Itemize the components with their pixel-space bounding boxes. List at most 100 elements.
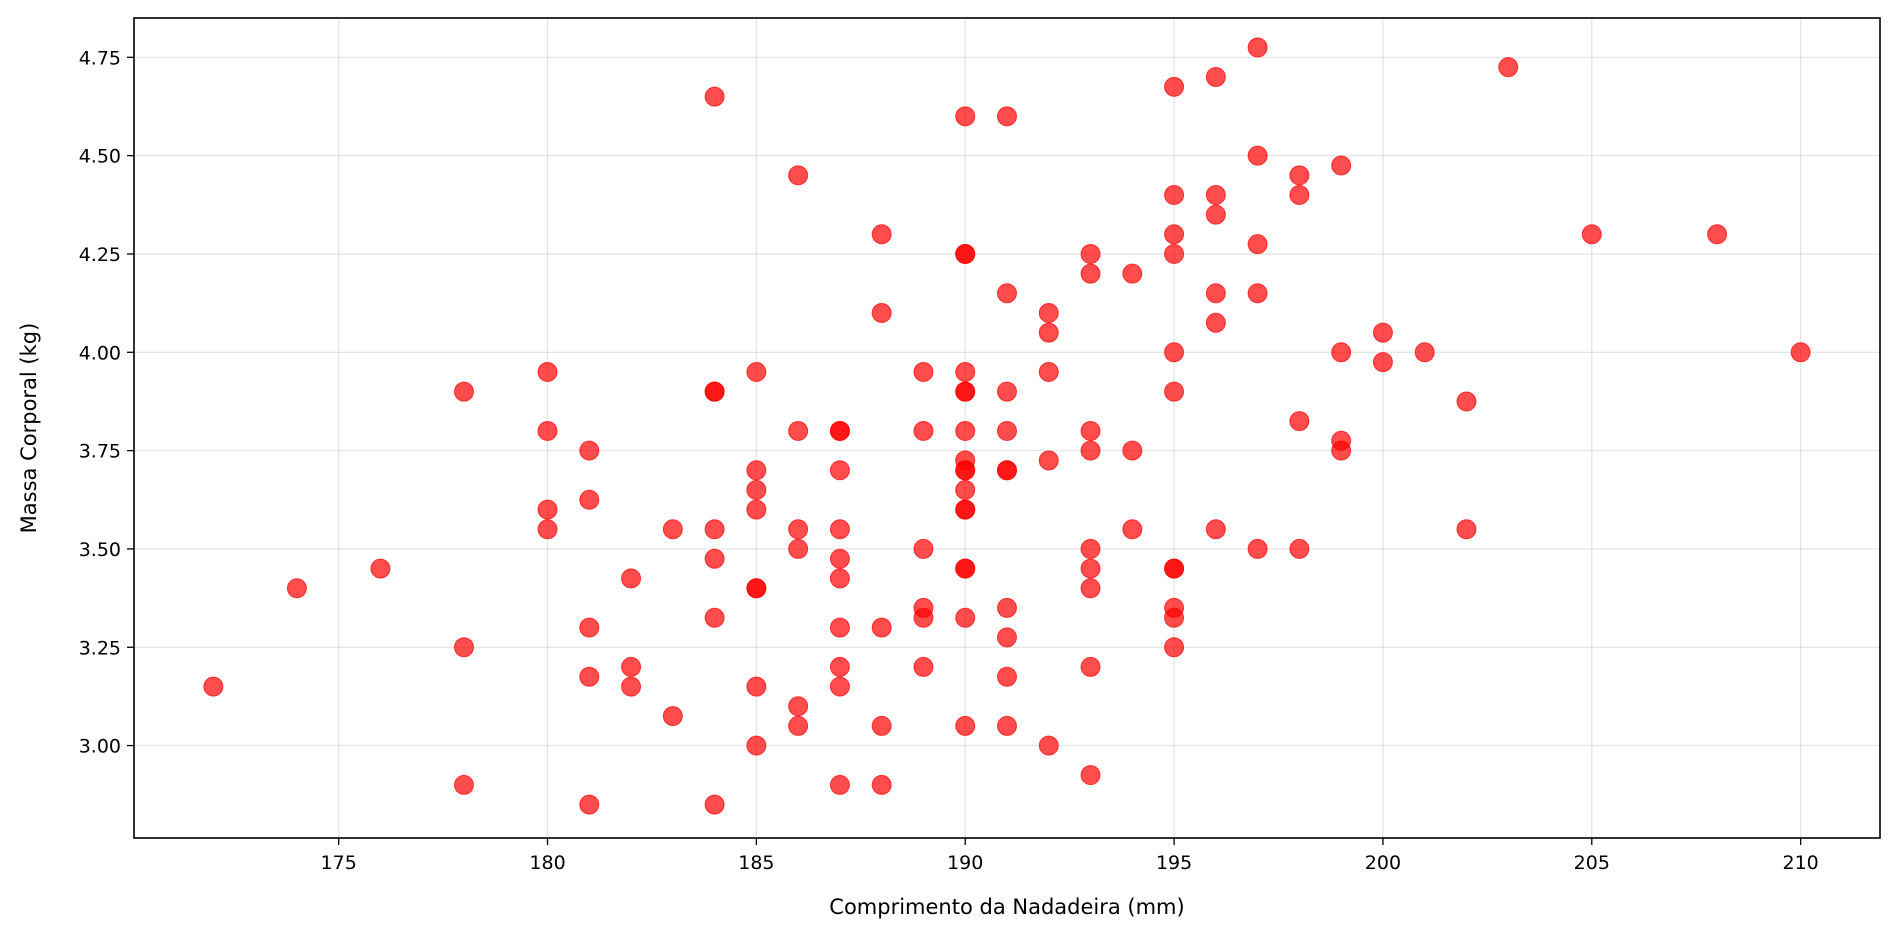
- scatter-point: [829, 774, 850, 795]
- scatter-point: [579, 666, 600, 687]
- scatter-point: [621, 568, 642, 589]
- scatter-point: [1164, 184, 1185, 205]
- scatter-point: [829, 548, 850, 569]
- scatter-point: [1247, 283, 1268, 304]
- scatter-point: [997, 597, 1017, 618]
- scatter-point: [913, 538, 934, 559]
- scatter-point: [453, 637, 474, 658]
- scatter-point: [955, 361, 976, 382]
- scatter-point: [1414, 342, 1435, 363]
- scatter-point: [913, 420, 934, 441]
- scatter-point: [788, 420, 809, 441]
- y-tick-label: 3.50: [79, 539, 121, 561]
- scatter-point: [955, 106, 976, 127]
- scatter-point: [997, 666, 1017, 687]
- scatter-point: [955, 607, 976, 628]
- scatter-point: [370, 558, 391, 579]
- scatter-point: [871, 224, 892, 245]
- scatter-point: [1038, 450, 1059, 471]
- scatter-point: [1205, 283, 1226, 304]
- scatter-point: [746, 479, 767, 500]
- scatter-point: [579, 617, 600, 638]
- x-tick-label: 195: [1156, 852, 1192, 874]
- scatter-point: [997, 283, 1017, 304]
- scatter-point: [1080, 440, 1101, 461]
- scatter-point: [871, 715, 892, 736]
- x-tick-label: 190: [947, 852, 983, 874]
- x-tick-label: 185: [738, 852, 774, 874]
- scatter-point: [662, 519, 683, 540]
- scatter-point: [1080, 263, 1101, 284]
- scatter-point: [1038, 302, 1059, 323]
- y-tick-label: 3.25: [79, 637, 121, 659]
- x-tick-label: 205: [1574, 852, 1610, 874]
- scatter-point: [1164, 607, 1185, 628]
- scatter-point: [1247, 538, 1268, 559]
- scatter-point: [1080, 558, 1101, 579]
- scatter-point: [1372, 322, 1393, 343]
- scatter-point: [704, 381, 725, 402]
- scatter-point: [621, 676, 642, 697]
- y-tick-label: 4.25: [79, 244, 121, 266]
- scatter-point: [997, 106, 1017, 127]
- y-tick-label: 4.75: [79, 47, 121, 69]
- scatter-point: [1122, 440, 1143, 461]
- scatter-point: [1790, 342, 1811, 363]
- scatter-point: [829, 420, 850, 441]
- scatter-point: [1080, 538, 1101, 559]
- scatter-point: [1331, 342, 1352, 363]
- scatter-point: [997, 715, 1017, 736]
- scatter-point: [829, 568, 850, 589]
- scatter-point: [1289, 411, 1310, 432]
- scatter-point: [537, 361, 558, 382]
- scatter-point: [1080, 578, 1101, 599]
- scatter-point: [1498, 57, 1519, 78]
- y-tick-label: 4.00: [79, 342, 121, 364]
- scatter-point: [1080, 420, 1101, 441]
- scatter-point: [746, 361, 767, 382]
- scatter-point: [1247, 145, 1268, 166]
- scatter-point: [704, 519, 725, 540]
- x-tick-label: 200: [1365, 852, 1401, 874]
- scatter-point: [621, 656, 642, 677]
- scatter-point: [1205, 66, 1226, 87]
- axis-ticks: 175 180 185 190 195 200 205 210 3.00 3.25 3.50 3.75…: [79, 47, 1819, 874]
- y-tick-label: 3.75: [79, 441, 121, 463]
- scatter-point: [1122, 263, 1143, 284]
- scatter-point: [453, 381, 474, 402]
- scatter-point: [788, 696, 809, 717]
- scatter-point: [746, 578, 767, 599]
- scatter-point: [955, 715, 976, 736]
- scatter-point: [579, 794, 600, 815]
- scatter-point: [913, 607, 934, 628]
- scatter-point: [913, 361, 934, 382]
- scatter-point: [955, 460, 976, 481]
- scatter-point: [955, 479, 976, 500]
- scatter-point: [1247, 37, 1268, 58]
- scatter-point: [1205, 519, 1226, 540]
- scatter-point: [955, 499, 976, 520]
- scatter-point: [955, 243, 976, 264]
- scatter-point: [871, 774, 892, 795]
- scatter-point: [704, 794, 725, 815]
- scatter-point: [1038, 322, 1059, 343]
- scatter-point: [829, 656, 850, 677]
- scatter-point: [1164, 224, 1185, 245]
- scatter-point: [1456, 391, 1477, 412]
- scatter-point: [913, 656, 934, 677]
- scatter-point: [829, 617, 850, 638]
- scatter-point: [997, 627, 1017, 648]
- y-tick-label: 3.00: [79, 736, 121, 758]
- scatter-point: [1205, 184, 1226, 205]
- scatter-point: [1331, 440, 1352, 461]
- scatter-point: [955, 381, 976, 402]
- scatter-point: [579, 440, 600, 461]
- plot-area-frame: [133, 17, 1881, 839]
- scatter-point: [788, 519, 809, 540]
- scatter-point: [829, 460, 850, 481]
- scatter-point: [955, 558, 976, 579]
- scatter-point: [1164, 243, 1185, 264]
- scatter-point: [997, 460, 1017, 481]
